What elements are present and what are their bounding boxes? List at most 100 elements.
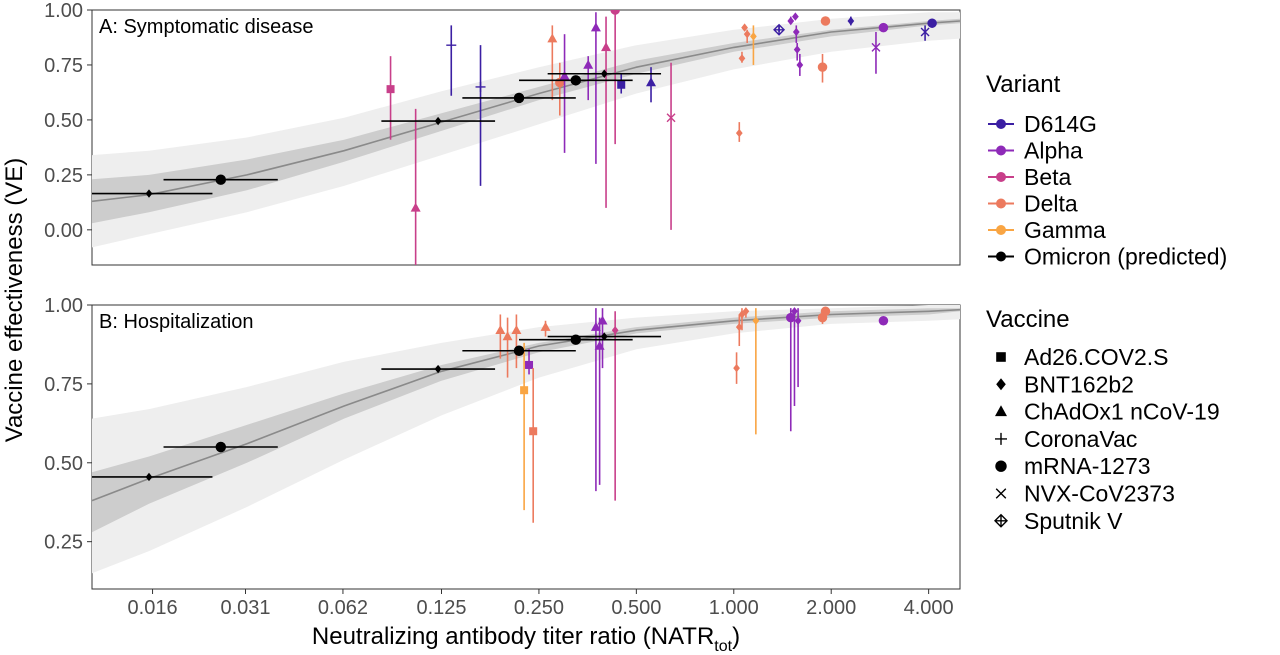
data-point (750, 32, 757, 41)
x-axis-label-close: ) (732, 623, 740, 650)
confidence-band-outer (92, 305, 960, 574)
legend-vaccine-label: Sputnik V (1024, 508, 1123, 534)
x-tick-label: 0.125 (416, 597, 466, 619)
legend-variant-title: Variant (986, 71, 1061, 98)
data-point (820, 306, 831, 317)
data-point (547, 33, 558, 43)
y-tick-label: 1.00 (44, 295, 83, 317)
panel-hospitalization: 0.25 0.50 0.75 1.00 B: Hospitalization (44, 295, 961, 590)
legend-variant-swatch (996, 145, 1006, 156)
data-point (611, 326, 619, 335)
legend-vaccine-swatch (995, 460, 1007, 472)
legend-variant-label: D614G (1024, 111, 1097, 137)
data-point (793, 45, 801, 54)
data-point (570, 75, 582, 86)
data-point (215, 441, 227, 453)
y-tick-label: 0.50 (44, 110, 83, 132)
data-point (752, 316, 760, 325)
legend-variant-swatch (996, 119, 1006, 129)
panel-b-title: B: Hospitalization (99, 311, 254, 333)
data-point (920, 27, 930, 37)
legend-vaccine-label: NVX-CoV2373 (1024, 481, 1175, 507)
data-point (871, 42, 881, 52)
legend-vaccine-label: Ad26.COV2.S (1024, 344, 1168, 370)
confidence-band-inner (92, 308, 960, 533)
data-point (215, 174, 227, 185)
y-tick-label: 1.00 (44, 0, 83, 22)
data-point (847, 16, 855, 26)
data-point (502, 331, 513, 341)
legend-variant: Variant D614GAlphaBetaDeltaGammaOmicron … (986, 71, 1227, 270)
legend-variant-swatch (996, 172, 1006, 182)
x-tick-label: 0.062 (318, 597, 368, 619)
confidence-band-outer (92, 12, 960, 248)
data-point (597, 315, 608, 325)
legend-vaccine-label: CoronaVac (1024, 426, 1137, 452)
data-point (601, 42, 612, 52)
data-point (792, 12, 799, 21)
data-point (735, 322, 743, 332)
x-tick-label: 0.250 (514, 597, 564, 619)
data-point (475, 81, 486, 92)
data-point (386, 85, 395, 94)
data-point (742, 307, 750, 316)
data-point (583, 59, 594, 69)
data-point (559, 70, 570, 80)
panel-symptomatic-disease: 0.00 0.25 0.50 0.75 1.00 A: Symptomatic dise… (44, 0, 961, 266)
legend-variant-swatch (996, 251, 1006, 262)
y-tick-label: 0.25 (44, 532, 83, 554)
data-point (145, 472, 153, 482)
x-axis-label-main: Neutralizing antibody titer ratio (NATR (312, 623, 714, 650)
data-point (796, 60, 804, 70)
data-point (794, 316, 802, 325)
data-point (820, 16, 831, 26)
legend-vaccine-swatch (995, 488, 1007, 499)
confidence-band-inner (92, 18, 960, 224)
data-point (525, 360, 534, 369)
data-point (610, 10, 620, 15)
data-point (600, 69, 608, 78)
y-tick-label: 0.75 (44, 374, 83, 396)
y-tick-label: 0.50 (44, 453, 83, 475)
x-tick-label: 2.000 (806, 597, 856, 619)
data-point (600, 332, 608, 341)
x-axis-label-subscript: tot (714, 638, 732, 655)
legend-vaccine-swatch (996, 378, 1006, 391)
legend-vaccine-swatch (996, 352, 1006, 362)
data-point (792, 27, 800, 37)
data-point (741, 23, 748, 32)
data-point (520, 386, 529, 395)
y-tick-label: 0.75 (44, 55, 83, 77)
x-tick-label: 0.016 (128, 597, 178, 619)
data-point (495, 324, 506, 334)
data-point (446, 40, 457, 51)
x-axis-label: Neutralizing antibody titer ratio (NATRt… (312, 623, 740, 655)
data-point (617, 80, 626, 89)
legend-vaccine-label: BNT162b2 (1024, 371, 1134, 397)
data-point (878, 22, 889, 33)
data-point (878, 316, 889, 326)
legend-vaccine-title: Vaccine (986, 306, 1070, 333)
legend-variant-swatch (996, 198, 1006, 209)
x-axis-ticks: 0.016 0.031 0.062 0.125 0.250 0.500 1.000 2.000… (128, 589, 954, 619)
legend-vaccine-label: ChAdOx1 nCoV-19 (1024, 399, 1220, 425)
legend-variant-label: Omicron (predicted) (1024, 244, 1227, 270)
legend-vaccine-swatch (995, 432, 1007, 445)
data-point (434, 116, 442, 126)
legend-vaccine-swatch (994, 513, 1008, 528)
data-point (927, 18, 937, 28)
data-point (410, 202, 421, 212)
y-tick-label: 0.00 (44, 220, 83, 242)
data-point (646, 77, 657, 87)
data-point (513, 345, 525, 356)
data-point (511, 324, 522, 334)
data-point (735, 128, 743, 138)
fit-curve (92, 308, 960, 502)
x-tick-label: 1.000 (709, 597, 759, 619)
legend-variant-swatch (996, 225, 1006, 235)
data-point (817, 62, 828, 72)
data-point (513, 92, 525, 104)
data-point (540, 321, 551, 331)
